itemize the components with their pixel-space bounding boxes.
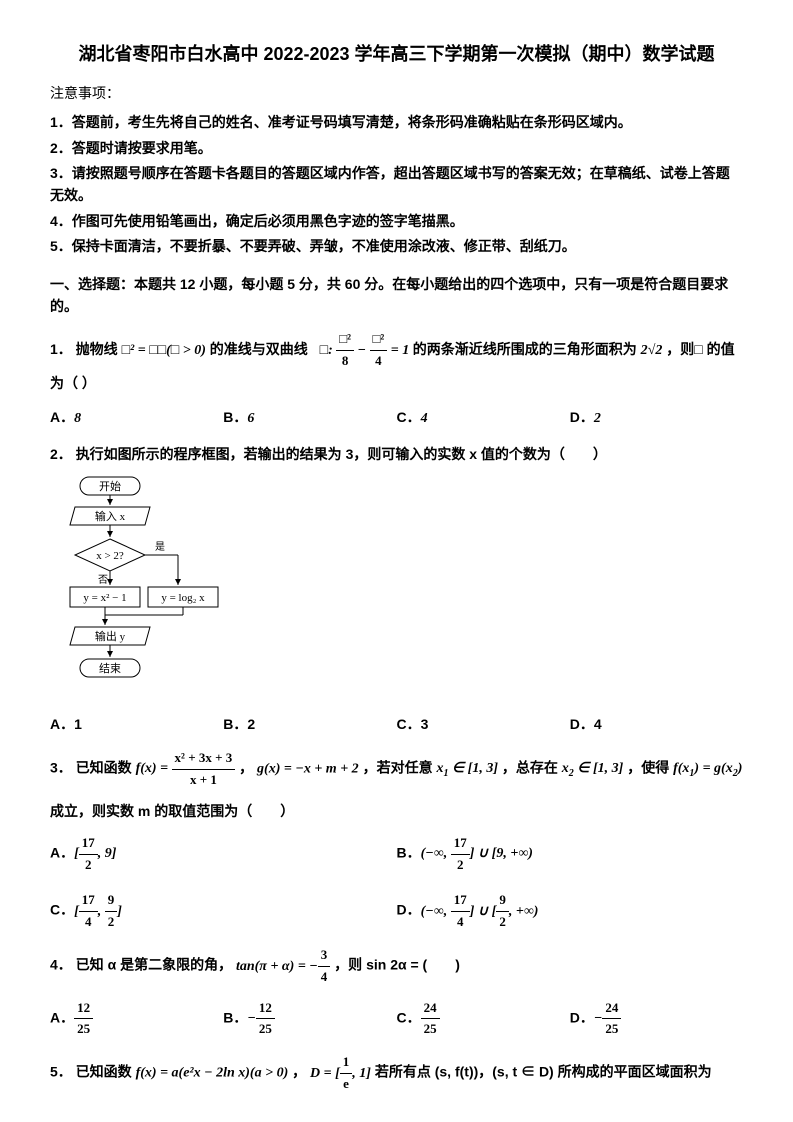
q3-option-b: B．(−∞, 172] ∪ [9, +∞) bbox=[397, 833, 744, 876]
q3-text-pre: 已知函数 bbox=[76, 759, 132, 775]
q5-num: 5． bbox=[50, 1064, 72, 1080]
q4-option-d: D．−2425 bbox=[570, 998, 743, 1041]
q2-text: 执行如图所示的程序框图，若输出的结果为 3，则可输入的实数 x 值的个数为（ ） bbox=[76, 446, 607, 462]
fc-no: 否 bbox=[98, 574, 108, 586]
page-title: 湖北省枣阳市白水高中 2022-2023 学年高三下学期第一次模拟（期中）数学试… bbox=[50, 40, 743, 69]
q2-option-c: C．3 bbox=[397, 713, 570, 735]
q4-text-end: ，则 sin 2α = ( ) bbox=[334, 957, 460, 973]
q3-option-d: D．(−∞, 174] ∪ [92, +∞) bbox=[397, 890, 744, 933]
q5-formula1: f(x) = a(e²x − 2ln x)(a > 0) bbox=[136, 1066, 289, 1081]
q3-num: 3． bbox=[50, 759, 72, 775]
q5-mid: ， bbox=[292, 1064, 306, 1080]
q3-line2: 成立，则实数 m 的取值范围为（ ） bbox=[50, 800, 743, 822]
q1-f2-d2: 4 bbox=[370, 351, 388, 372]
q3-mid3: ，总存在 bbox=[502, 759, 558, 775]
q3-mid1: ， bbox=[239, 759, 253, 775]
q1-f2-pre: □: bbox=[320, 343, 333, 358]
q3-mid2: ，若对任意 bbox=[363, 759, 433, 775]
q1-formula1: □² = □□(□ > 0) bbox=[122, 343, 206, 358]
instruction-1: 1．答题前，考生先将自己的姓名、准考证号码填写清楚，将条形码准确粘贴在条形码区域… bbox=[50, 111, 743, 133]
q4-text-pre: 已知 α 是第二象限的角， bbox=[76, 957, 232, 973]
q1-option-c: C．4 bbox=[397, 406, 570, 430]
instruction-5: 5．保持卡面清洁，不要折暴、不要弄破、弄皱，不准使用涂改液、修正带、刮纸刀。 bbox=[50, 235, 743, 257]
fc-end: 结束 bbox=[99, 662, 121, 675]
fc-left: y = x² − 1 bbox=[83, 592, 126, 604]
q1-num: 1． bbox=[50, 341, 72, 357]
question-1: 1． 抛物线 □² = □□(□ > 0) 的准线与双曲线 □: □²8 − □… bbox=[50, 329, 743, 430]
q1-f2-eq: = 1 bbox=[391, 343, 409, 358]
question-2: 2． 执行如图所示的程序框图，若输出的结果为 3，则可输入的实数 x 值的个数为… bbox=[50, 443, 743, 736]
instruction-4: 4．作图可先使用铅笔画出，确定后必须用黑色字迹的签字笔描黑。 bbox=[50, 210, 743, 232]
q2-option-a: A．1 bbox=[50, 713, 223, 735]
q4-option-c: C．2425 bbox=[397, 998, 570, 1041]
q1-text-pre: 抛物线 bbox=[76, 341, 118, 357]
flowchart-diagram: 开始 输入 x x > 2? 是 否 y = x² − 1 y = log₂ x bbox=[50, 475, 743, 703]
q3-option-c: C．[174, 92] bbox=[50, 890, 397, 933]
q1-text-mid: 的准线与双曲线 bbox=[210, 341, 308, 357]
question-5: 5． 已知函数 f(x) = a(e²x − 2ln x)(a > 0) ， D… bbox=[50, 1052, 743, 1095]
q2-num: 2． bbox=[50, 446, 72, 462]
fc-cond: x > 2? bbox=[96, 550, 124, 562]
q2-option-b: B．2 bbox=[223, 713, 396, 735]
q1-f2-d1: 8 bbox=[336, 351, 354, 372]
instruction-2: 2．答题时请按要求用笔。 bbox=[50, 137, 743, 159]
q5-text-end: 若所有点 (s, f(t))，(s, t ∈ D) 所构成的平面区域面积为 bbox=[375, 1064, 712, 1080]
q1-f2-n1: □² bbox=[336, 329, 354, 351]
q4-option-a: A．1225 bbox=[50, 998, 223, 1041]
fc-output: 输出 y bbox=[95, 629, 126, 643]
instructions-header: 注意事项： bbox=[50, 84, 743, 106]
q3-mid4: ，使得 bbox=[627, 759, 669, 775]
q4-option-b: B．−1225 bbox=[223, 998, 396, 1041]
fc-start: 开始 bbox=[99, 479, 121, 493]
q1-minus: − bbox=[358, 343, 370, 358]
q4-num: 4． bbox=[50, 957, 72, 973]
q1-option-b: B．6 bbox=[223, 406, 396, 430]
instruction-3: 3．请按照题号顺序在答题卡各题目的答题区域内作答，超出答题区域书写的答案无效；在… bbox=[50, 162, 743, 207]
q2-option-d: D．4 bbox=[570, 713, 743, 735]
question-4: 4． 已知 α 是第二象限的角， tan(π + α) = −34 ，则 sin… bbox=[50, 945, 743, 1040]
q1-f2-n2: □² bbox=[370, 329, 388, 351]
q3-option-a: A．[172, 9] bbox=[50, 833, 397, 876]
fc-input: 输入 x bbox=[95, 509, 126, 523]
q1-text-end: 的两条渐近线所围成的三角形面积为 bbox=[413, 341, 637, 357]
fc-right: y = log₂ x bbox=[161, 592, 205, 604]
q5-text-pre: 已知函数 bbox=[76, 1064, 132, 1080]
q1-option-d: D．2 bbox=[570, 406, 743, 430]
q1-val: 2√2 bbox=[641, 343, 663, 358]
question-3: 3． 已知函数 f(x) = x² + 3x + 3x + 1 ， g(x) =… bbox=[50, 748, 743, 933]
section-one-header: 一、选择题：本题共 12 小题，每小题 5 分，共 60 分。在每小题给出的四个… bbox=[50, 273, 743, 318]
fc-yes: 是 bbox=[155, 541, 165, 553]
q1-option-a: A．8 bbox=[50, 406, 223, 430]
